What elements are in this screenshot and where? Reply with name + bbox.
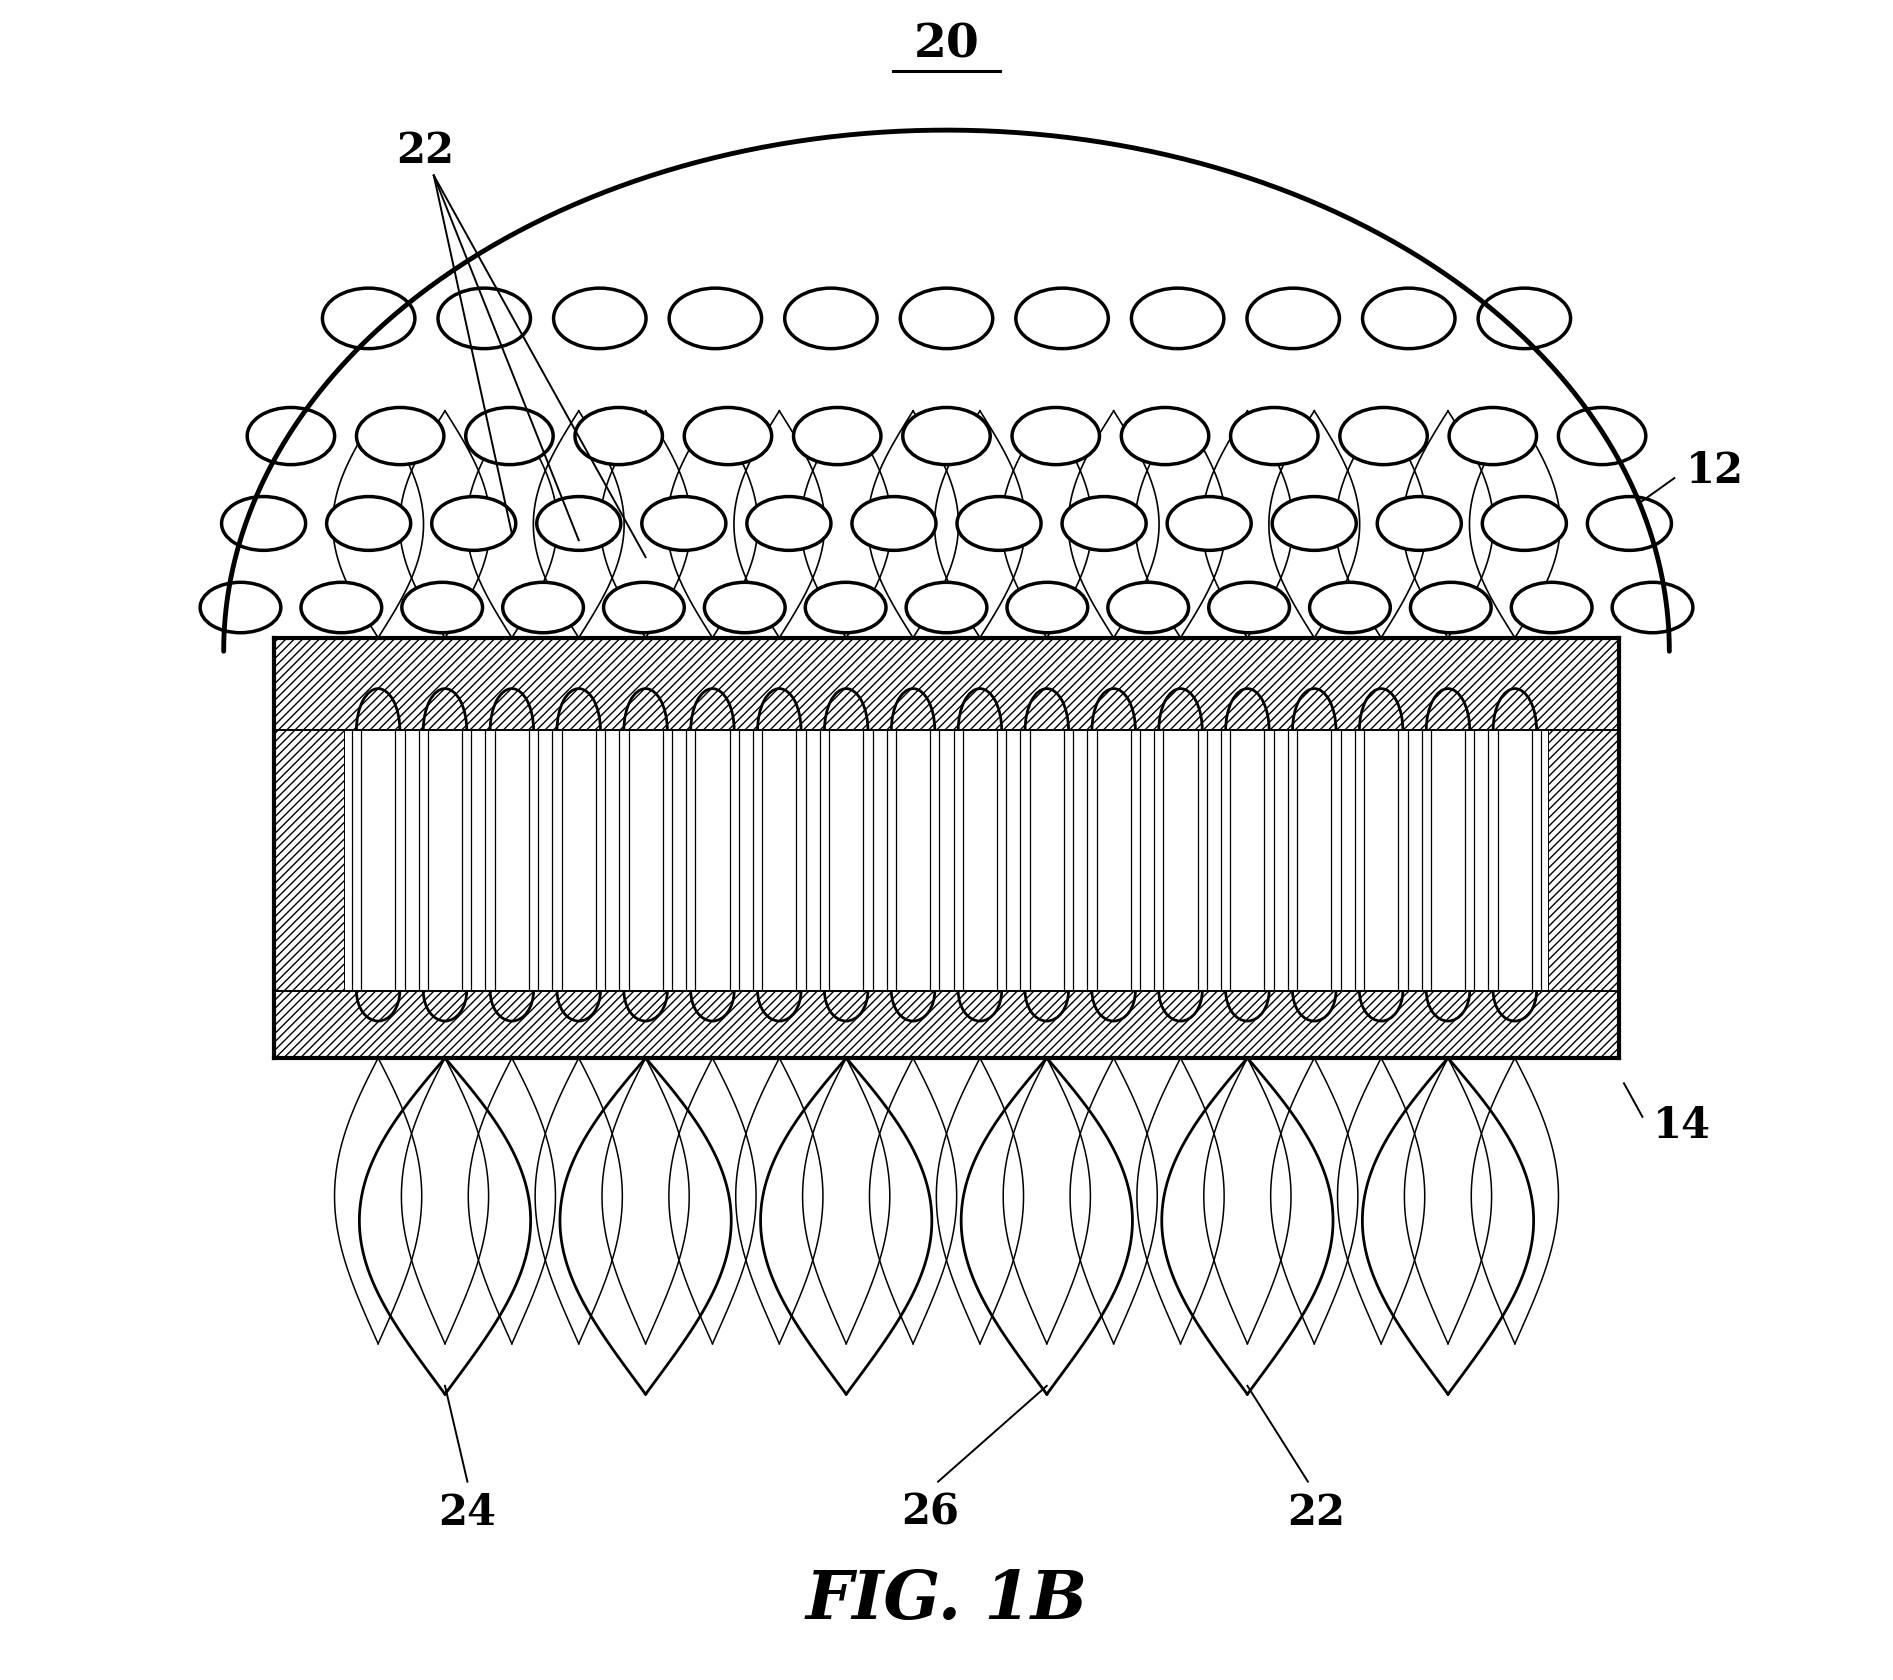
Ellipse shape [1478, 289, 1571, 349]
Polygon shape [223, 131, 1670, 652]
Ellipse shape [1247, 289, 1340, 349]
Ellipse shape [704, 583, 786, 633]
Ellipse shape [1378, 497, 1461, 551]
Text: 12: 12 [1687, 450, 1743, 491]
Text: 26: 26 [901, 1492, 958, 1532]
Ellipse shape [793, 408, 880, 465]
Ellipse shape [401, 583, 483, 633]
Ellipse shape [1588, 497, 1672, 551]
Bar [274, 638, 1619, 1058]
Text: 22: 22 [1287, 1492, 1346, 1532]
Bar [274, 638, 345, 1058]
Ellipse shape [958, 497, 1041, 551]
Ellipse shape [322, 289, 415, 349]
Ellipse shape [356, 408, 443, 465]
Text: 14: 14 [1653, 1105, 1711, 1146]
Ellipse shape [1310, 583, 1389, 633]
Ellipse shape [301, 583, 382, 633]
Ellipse shape [327, 497, 411, 551]
Ellipse shape [1230, 408, 1318, 465]
Ellipse shape [1410, 583, 1492, 633]
Ellipse shape [903, 408, 990, 465]
Ellipse shape [642, 497, 725, 551]
Ellipse shape [1558, 408, 1645, 465]
Ellipse shape [1272, 497, 1355, 551]
Ellipse shape [1107, 583, 1189, 633]
Ellipse shape [907, 583, 986, 633]
Ellipse shape [1340, 408, 1427, 465]
Ellipse shape [1363, 289, 1456, 349]
Ellipse shape [1017, 289, 1107, 349]
Ellipse shape [1168, 497, 1251, 551]
Ellipse shape [604, 583, 683, 633]
Ellipse shape [466, 408, 553, 465]
Ellipse shape [1210, 583, 1289, 633]
Ellipse shape [786, 289, 876, 349]
Bar [274, 991, 1619, 1058]
Bar [1548, 638, 1619, 1058]
Ellipse shape [1013, 408, 1100, 465]
Text: FIG. 1B: FIG. 1B [805, 1567, 1088, 1631]
Ellipse shape [553, 289, 646, 349]
Ellipse shape [437, 289, 530, 349]
Text: 22: 22 [396, 131, 454, 171]
Text: 24: 24 [439, 1492, 496, 1532]
Ellipse shape [248, 408, 335, 465]
Ellipse shape [901, 289, 992, 349]
Ellipse shape [1613, 583, 1692, 633]
Ellipse shape [748, 497, 831, 551]
Ellipse shape [1482, 497, 1566, 551]
Ellipse shape [852, 497, 935, 551]
Ellipse shape [1007, 583, 1088, 633]
Ellipse shape [1132, 289, 1225, 349]
Ellipse shape [221, 497, 305, 551]
Ellipse shape [432, 497, 515, 551]
Bar [345, 731, 1548, 991]
Ellipse shape [683, 408, 772, 465]
Ellipse shape [538, 497, 621, 551]
Ellipse shape [1450, 408, 1537, 465]
Bar [274, 638, 1619, 731]
Ellipse shape [1121, 408, 1210, 465]
Ellipse shape [575, 408, 663, 465]
Ellipse shape [668, 289, 761, 349]
Text: 20: 20 [914, 22, 979, 67]
Ellipse shape [504, 583, 583, 633]
Ellipse shape [805, 583, 886, 633]
Ellipse shape [201, 583, 280, 633]
Ellipse shape [1062, 497, 1145, 551]
Ellipse shape [1511, 583, 1592, 633]
